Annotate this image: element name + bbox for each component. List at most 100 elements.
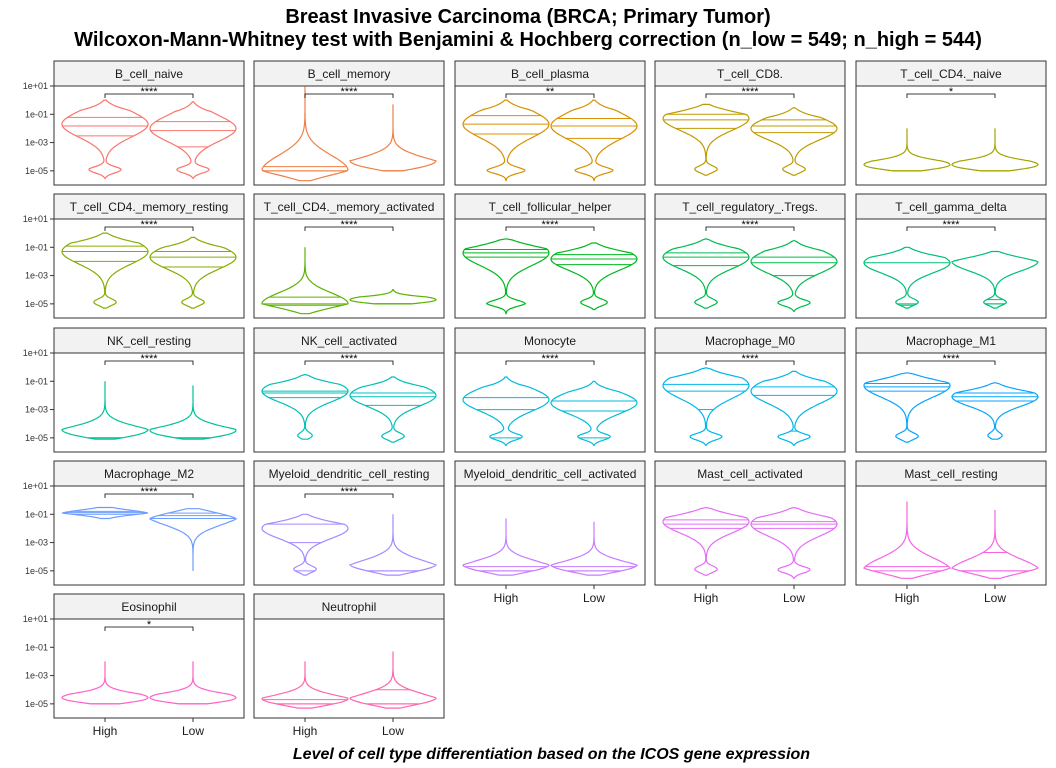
significance-bracket	[505, 360, 595, 365]
panel-strip	[855, 60, 1047, 87]
y-tick-label: 1e-05	[25, 166, 48, 176]
violin-high	[61, 381, 149, 440]
panel-title: B_cell_memory	[308, 67, 391, 81]
significance-label: ****	[942, 353, 960, 365]
violin-low	[149, 508, 237, 571]
x-tick-label: High	[494, 591, 519, 605]
panel-title: T_cell_CD4._memory_resting	[70, 200, 229, 214]
y-tick-label: 1e-01	[25, 242, 48, 252]
panel-title: B_cell_naive	[115, 67, 183, 81]
x-tick-label: High	[293, 724, 318, 738]
panel-Monocyte: Monocyte ****	[454, 327, 646, 453]
violin-low	[951, 128, 1039, 172]
panel-plot-area	[855, 85, 1047, 186]
significance-label: ****	[942, 219, 960, 231]
panel-plot-area	[253, 618, 445, 719]
panel-plot-area	[855, 352, 1047, 453]
y-tick-label: 1e-03	[25, 271, 48, 281]
violin-low	[750, 370, 838, 446]
panel-strip	[253, 60, 445, 87]
panel-title: T_cell_CD8.	[717, 67, 783, 81]
violin-low	[550, 242, 638, 311]
panel-title: Neutrophil	[322, 600, 377, 614]
x-tick-label: Low	[783, 591, 805, 605]
panel-plot-area	[53, 352, 245, 453]
panel-plot-area	[53, 618, 245, 719]
panel-plot-area	[855, 218, 1047, 319]
violin-low	[750, 106, 838, 176]
significance-label: *	[949, 86, 954, 98]
significance-label: ****	[340, 486, 358, 498]
violin-high	[261, 373, 349, 440]
significance-label: ****	[140, 486, 158, 498]
panel-T_cell_CD8.: T_cell_CD8. ****	[654, 60, 846, 186]
violin-low	[750, 506, 838, 579]
significance-bracket	[906, 93, 996, 98]
panel-Mast_cell_resting: Mast_cell_resting High Low	[855, 460, 1047, 605]
violin-high	[261, 661, 349, 709]
panel-title: T_cell_follicular_helper	[489, 200, 612, 214]
panel-plot-area	[454, 485, 646, 586]
significance-bracket	[304, 360, 394, 365]
x-axis-label: Level of cell type differentiation based…	[292, 746, 811, 763]
y-tick-label: 1e-03	[25, 538, 48, 548]
chart-title: Breast Invasive Carcinoma (BRCA; Primary…	[285, 6, 771, 28]
panel-Eosinophil: Eosinophil * 1e+01 1e-01 1e-03 1e-05 High Low	[23, 593, 245, 738]
significance-bracket	[304, 493, 394, 498]
significance-bracket	[705, 93, 795, 98]
panel-title: Myeloid_dendritic_cell_resting	[269, 467, 430, 481]
panel-strip	[253, 460, 445, 487]
x-tick-label: Low	[984, 591, 1006, 605]
violin-low	[149, 661, 237, 705]
violin-low	[951, 382, 1039, 440]
panel-title: NK_cell_activated	[301, 334, 397, 348]
significance-bracket	[104, 626, 194, 631]
violin-low	[950, 510, 1040, 579]
violin-low	[951, 250, 1039, 309]
panel-plot-area	[253, 352, 445, 453]
significance-bracket	[104, 93, 194, 98]
violin-high	[662, 103, 750, 176]
panel-title: T_cell_CD4._memory_activated	[264, 200, 435, 214]
significance-label: **	[546, 86, 555, 98]
y-tick-label: 1e-05	[25, 433, 48, 443]
panel-plot-area	[454, 85, 646, 186]
significance-label: *	[147, 619, 152, 631]
panel-strip	[53, 327, 245, 354]
panel-T_cell_CD4._memory_resting: T_cell_CD4._memory_resting **** 1e+01 1e-01…	[23, 193, 245, 319]
violin-low	[550, 99, 638, 182]
panel-strip	[654, 327, 846, 354]
panel-strip	[53, 460, 245, 487]
significance-label: ****	[140, 219, 158, 231]
violin-high	[61, 232, 149, 309]
panel-B_cell_memory: B_cell_memory ****	[253, 60, 445, 186]
significance-label: ****	[140, 353, 158, 365]
y-tick-label: 1e+01	[23, 614, 48, 624]
y-tick-label: 1e-03	[25, 405, 48, 415]
panel-Myeloid_dendritic_cell_resting: Myeloid_dendritic_cell_resting ****	[253, 460, 445, 586]
significance-bracket	[705, 360, 795, 365]
panel-strip	[654, 193, 846, 220]
panel-Neutrophil: Neutrophil High Low	[253, 593, 445, 738]
panel-title: T_cell_gamma_delta	[895, 200, 1007, 214]
panel-T_cell_follicular_helper: T_cell_follicular_helper ****	[454, 193, 646, 319]
panel-title: T_cell_CD4._naive	[900, 67, 1002, 81]
panel-T_cell_CD4._memory_activated: T_cell_CD4._memory_activated ****	[253, 193, 445, 319]
panel-plot-area	[654, 485, 846, 586]
x-tick-label: High	[895, 591, 920, 605]
significance-label: ****	[541, 219, 559, 231]
panel-Macrophage_M0: Macrophage_M0 ****	[654, 327, 846, 453]
significance-bracket	[906, 360, 996, 365]
panel-strip	[454, 60, 646, 87]
y-tick-label: 1e-03	[25, 671, 48, 681]
panel-plot-area	[53, 485, 245, 586]
violin-high	[662, 506, 750, 576]
violin-high	[261, 86, 349, 182]
significance-label: ****	[340, 353, 358, 365]
significance-bracket	[104, 360, 194, 365]
violin-high	[662, 367, 750, 446]
y-tick-label: 1e-05	[25, 699, 48, 709]
significance-bracket	[505, 93, 595, 98]
violin-low	[149, 100, 237, 179]
panel-Mast_cell_activated: Mast_cell_activated High Low	[654, 460, 846, 605]
